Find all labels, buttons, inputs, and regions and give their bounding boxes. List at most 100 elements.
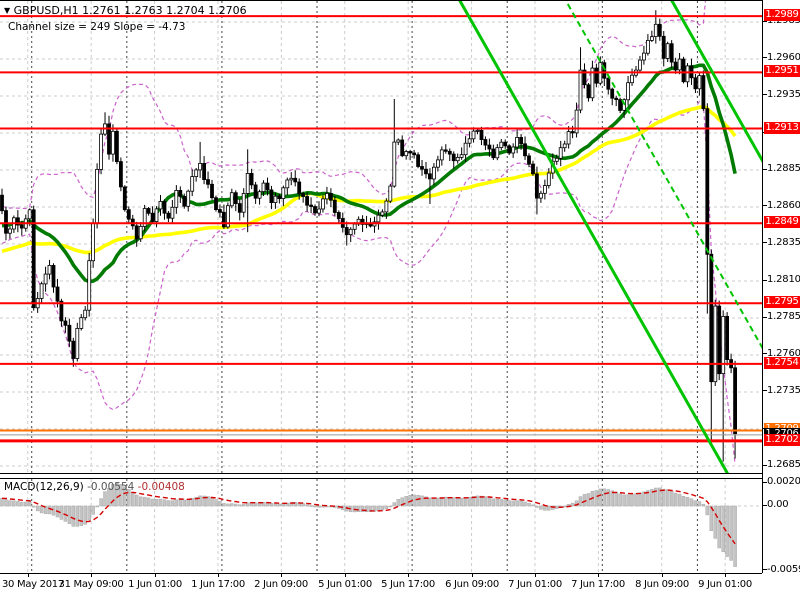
candle-body xyxy=(138,225,143,240)
macd-histogram-bar xyxy=(301,503,305,507)
macd-histogram-bar xyxy=(689,498,694,507)
macd-histogram-bar xyxy=(535,505,539,508)
candle-body xyxy=(467,138,472,144)
channel-lower-line xyxy=(458,1,729,473)
candle-body xyxy=(701,75,706,110)
macd-histogram-bar xyxy=(111,484,115,507)
time-tick-mark xyxy=(91,573,92,577)
macd-histogram-bar xyxy=(35,505,40,512)
candle-body xyxy=(344,227,349,236)
symbol-dropdown-icon[interactable]: ▼ xyxy=(4,6,11,15)
candle-body xyxy=(297,181,302,194)
candle-body xyxy=(431,166,436,180)
price-chart-plot[interactable] xyxy=(0,0,762,474)
macd-histogram-bar xyxy=(669,490,674,507)
candle-body xyxy=(142,208,147,227)
time-tick-mark xyxy=(28,573,29,577)
candle-body xyxy=(281,187,286,200)
candle-body xyxy=(713,305,718,383)
macd-signal-line xyxy=(1,489,736,545)
candle-body xyxy=(630,74,634,84)
time-axis-label: 9 Jun 01:00 xyxy=(698,579,752,590)
macd-axis-label: 0.00205 xyxy=(767,476,800,487)
macd-histogram-bar xyxy=(428,497,432,507)
price-level-badge: 1.2951 xyxy=(764,65,800,77)
macd-main-value: -0.00554 xyxy=(87,481,135,493)
macd-histogram-bar xyxy=(610,490,614,507)
candle-body xyxy=(305,196,310,206)
macd-histogram-bar xyxy=(8,500,12,507)
candle-body xyxy=(404,151,409,157)
channel-info-label: Channel size = 249 Slope = -4.73 xyxy=(8,21,186,33)
macd-histogram-bar xyxy=(360,505,365,513)
time-axis-label: 5 Jun 01:00 xyxy=(318,579,372,590)
price-level-badge: 1.2702 xyxy=(764,434,800,446)
macd-histogram-bar xyxy=(238,504,242,507)
candle-body xyxy=(479,129,484,140)
candle-body xyxy=(31,209,36,309)
candle-body xyxy=(289,177,294,181)
candle-body xyxy=(527,155,531,165)
candle-body xyxy=(210,183,214,199)
candle-body xyxy=(650,36,654,41)
candle-body xyxy=(0,194,4,212)
candle-body xyxy=(535,173,539,199)
macd-signal-value: -0.00408 xyxy=(137,481,185,493)
candle-body xyxy=(261,182,266,193)
macd-histogram-bar xyxy=(134,494,139,507)
macd-histogram-bar xyxy=(79,505,84,526)
candle-body xyxy=(107,123,111,155)
macd-histogram-bar xyxy=(412,494,416,507)
price-axis-label: 1.2735 xyxy=(767,385,800,396)
time-axis-label: 2 Jun 09:00 xyxy=(254,579,308,590)
candle-body xyxy=(293,177,298,183)
price-tick-mark xyxy=(763,465,767,466)
time-tick-mark xyxy=(345,573,346,577)
candle-body xyxy=(170,206,175,219)
symbol-ohlc-title: GBPUSD,H1 1.2761 1.2763 1.2704 1.2706 xyxy=(13,4,247,17)
macd-histogram-bar xyxy=(658,487,662,507)
macd-histogram-bar xyxy=(39,505,44,514)
macd-histogram-bar xyxy=(555,505,559,509)
macd-histogram-bar xyxy=(463,497,468,507)
macd-histogram-bar xyxy=(646,490,650,507)
macd-histogram-bar xyxy=(75,505,80,527)
candle-body xyxy=(681,58,686,83)
candle-body xyxy=(519,136,523,145)
macd-histogram-bar xyxy=(182,499,187,507)
macd-histogram-bar xyxy=(424,496,428,507)
candle-body xyxy=(202,162,207,180)
price-tick-mark xyxy=(763,317,767,318)
candle-body xyxy=(733,367,737,435)
candle-body xyxy=(455,156,460,162)
candle-body xyxy=(332,199,337,213)
candle-body xyxy=(321,198,325,210)
channel-mid-line xyxy=(564,1,762,350)
macd-histogram-bar xyxy=(562,505,567,508)
bollinger-upper-band xyxy=(1,1,707,210)
price-axis-label: 1.2960 xyxy=(767,52,800,63)
candle-body xyxy=(705,108,710,255)
macd-histogram-bar xyxy=(471,496,476,507)
candle-body xyxy=(273,195,278,203)
candle-body xyxy=(91,222,95,262)
macd-histogram-bar xyxy=(170,500,175,507)
macd-histogram-bar xyxy=(547,505,551,511)
candle-body xyxy=(134,225,139,240)
macd-histogram-bar xyxy=(491,498,496,507)
candle-body xyxy=(511,146,516,154)
price-axis-label: 1.2810 xyxy=(767,274,800,285)
macd-histogram-bar xyxy=(444,496,448,507)
macd-histogram-bar xyxy=(123,486,127,507)
candle-body xyxy=(491,148,496,159)
macd-histogram-bar xyxy=(230,503,234,507)
ma-fast-line xyxy=(1,63,737,284)
candle-body xyxy=(186,190,191,207)
macd-histogram-bar xyxy=(665,489,670,507)
candle-body xyxy=(241,192,246,213)
macd-panel-plot[interactable] xyxy=(0,478,762,574)
macd-histogram-bar xyxy=(166,500,171,507)
candle-body xyxy=(531,163,535,175)
candle-body xyxy=(15,217,20,226)
time-tick-mark xyxy=(408,573,409,577)
